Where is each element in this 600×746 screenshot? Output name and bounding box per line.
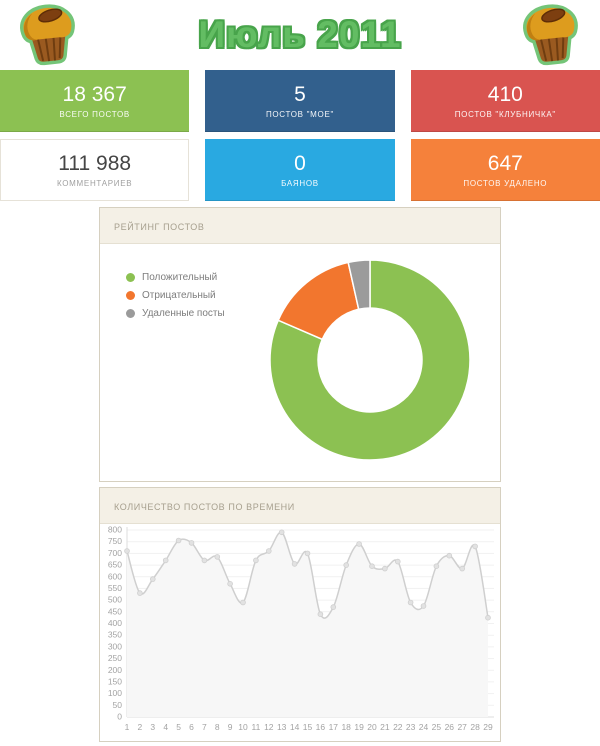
rating-panel-header: РЕЙТИНГ ПОСТОВ <box>100 208 500 244</box>
stat-value: 5 <box>294 82 306 106</box>
legend-swatch <box>126 291 135 300</box>
stat-label: ВСЕГО ПОСТОВ <box>59 110 130 120</box>
svg-text:22: 22 <box>393 722 403 732</box>
legend-swatch <box>126 273 135 282</box>
svg-text:2: 2 <box>138 722 143 732</box>
svg-text:650: 650 <box>108 560 122 570</box>
svg-text:4: 4 <box>163 722 168 732</box>
svg-text:3: 3 <box>150 722 155 732</box>
stat-card-comments: 111 988 КОММЕНТАРИЕВ <box>0 139 190 201</box>
svg-text:500: 500 <box>108 595 122 605</box>
svg-text:26: 26 <box>445 722 455 732</box>
stat-value: 0 <box>294 151 306 175</box>
panel-title: КОЛИЧЕСТВО ПОСТОВ ПО ВРЕМЕНИ <box>114 502 295 512</box>
svg-text:700: 700 <box>108 548 122 558</box>
svg-text:550: 550 <box>108 583 122 593</box>
svg-text:12: 12 <box>264 722 274 732</box>
muffin-icon <box>523 4 578 66</box>
rating-panel: РЕЙТИНГ ПОСТОВ Положительный Отрицательны… <box>99 207 501 482</box>
svg-text:9: 9 <box>228 722 233 732</box>
stat-value: 18 367 <box>62 82 127 106</box>
svg-text:29: 29 <box>483 722 493 732</box>
stat-value: 410 <box>487 82 523 106</box>
stat-label: ПОСТОВ УДАЛЕНО <box>463 179 548 189</box>
svg-text:50: 50 <box>113 700 123 710</box>
svg-text:750: 750 <box>108 536 122 546</box>
stat-value: 111 988 <box>58 151 132 175</box>
svg-text:8: 8 <box>215 722 220 732</box>
svg-text:13: 13 <box>277 722 287 732</box>
legend-label: Положительный <box>142 272 218 283</box>
svg-text:250: 250 <box>108 653 122 663</box>
rating-panel-body: Положительный Отрицательный Удаленные пост… <box>100 244 500 481</box>
stat-card-total-posts: 18 367 ВСЕГО ПОСТОВ <box>0 70 190 132</box>
svg-text:350: 350 <box>108 630 122 640</box>
legend-label: Отрицательный <box>142 290 216 301</box>
svg-text:5: 5 <box>176 722 181 732</box>
svg-text:23: 23 <box>406 722 416 732</box>
svg-text:24: 24 <box>419 722 429 732</box>
legend-swatch <box>126 309 135 318</box>
muffin-icon <box>20 4 75 66</box>
stat-label: ПОСТОВ "МОЕ" <box>265 110 335 120</box>
svg-text:800: 800 <box>108 525 122 535</box>
stat-cards: 18 367 ВСЕГО ПОСТОВ 5 ПОСТОВ "МОЕ" 410 П… <box>0 70 600 201</box>
svg-text:400: 400 <box>108 618 122 628</box>
svg-text:19: 19 <box>354 722 364 732</box>
page-header: Июль 2011 <box>0 0 600 70</box>
svg-text:15: 15 <box>303 722 313 732</box>
donut-chart <box>267 257 473 468</box>
svg-text:25: 25 <box>432 722 442 732</box>
svg-text:6: 6 <box>189 722 194 732</box>
svg-text:7: 7 <box>202 722 207 732</box>
svg-text:100: 100 <box>108 688 122 698</box>
svg-text:17: 17 <box>329 722 339 732</box>
legend-item: Отрицательный <box>126 290 225 301</box>
stat-card-my-posts: 5 ПОСТОВ "МОЕ" <box>205 70 395 132</box>
stat-card-deleted-posts: 647 ПОСТОВ УДАЛЕНО <box>410 139 600 201</box>
chart-legend: Положительный Отрицательный Удаленные пост… <box>126 272 225 326</box>
svg-text:600: 600 <box>108 571 122 581</box>
svg-text:10: 10 <box>238 722 248 732</box>
stat-label: КОММЕНТАРИЕВ <box>56 179 133 189</box>
timeline-panel: КОЛИЧЕСТВО ПОСТОВ ПО ВРЕМЕНИ 0 50 100 150 20… <box>99 487 501 742</box>
svg-text:200: 200 <box>108 665 122 675</box>
timeline-panel-header: КОЛИЧЕСТВО ПОСТОВ ПО ВРЕМЕНИ <box>100 488 500 524</box>
svg-text:1: 1 <box>125 722 130 732</box>
line-chart: 0 50 100 150 200 250 300 350 400 450 500 550 600 650 7… <box>100 524 500 741</box>
svg-text:450: 450 <box>108 606 122 616</box>
svg-text:20: 20 <box>367 722 377 732</box>
stat-card-strawberry-posts: 410 ПОСТОВ "КЛУБНИЧКА" <box>410 70 600 132</box>
stat-value: 647 <box>487 151 523 175</box>
svg-text:16: 16 <box>316 722 326 732</box>
svg-text:300: 300 <box>108 641 122 651</box>
svg-text:11: 11 <box>251 722 260 732</box>
svg-text:18: 18 <box>341 722 351 732</box>
stat-card-bayans: 0 БАЯНОВ <box>205 139 395 201</box>
page-title: Июль 2011 <box>198 14 402 55</box>
legend-item: Положительный <box>126 272 225 283</box>
svg-text:14: 14 <box>290 722 300 732</box>
stat-label: БАЯНОВ <box>281 179 319 189</box>
stat-label: ПОСТОВ "КЛУБНИЧКА" <box>454 110 556 120</box>
svg-text:0: 0 <box>117 712 122 722</box>
panel-title: РЕЙТИНГ ПОСТОВ <box>114 222 205 232</box>
svg-text:28: 28 <box>470 722 480 732</box>
svg-text:150: 150 <box>108 676 122 686</box>
legend-label: Удаленные посты <box>142 308 225 319</box>
legend-item: Удаленные посты <box>126 308 225 319</box>
svg-text:21: 21 <box>380 722 390 732</box>
svg-text:27: 27 <box>457 722 467 732</box>
